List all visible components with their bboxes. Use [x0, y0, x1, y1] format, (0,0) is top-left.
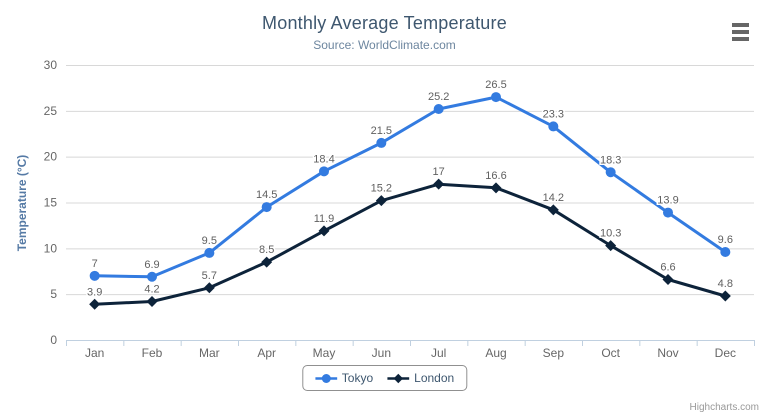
data-point-london[interactable] — [261, 256, 273, 268]
data-point-tokyo[interactable] — [491, 92, 501, 103]
data-label: 18.4 — [313, 153, 334, 165]
data-point-tokyo[interactable] — [376, 137, 387, 148]
data-point-london[interactable] — [146, 296, 158, 307]
data-point-london[interactable] — [662, 274, 674, 285]
data-label: 6.9 — [144, 259, 159, 271]
data-label: 14.5 — [256, 189, 277, 201]
y-axis-tick-label: 5 — [50, 287, 57, 301]
data-label: 9.5 — [202, 235, 217, 247]
data-point-london[interactable] — [89, 298, 101, 310]
x-axis-label: Dec — [715, 346, 736, 360]
data-label: 15.2 — [371, 183, 392, 195]
x-axis-label: Sep — [543, 346, 565, 360]
x-axis-label: Mar — [199, 346, 220, 360]
y-axis-tick-label: 20 — [44, 150, 58, 164]
hamburger-icon — [732, 37, 749, 41]
data-label: 23.3 — [543, 108, 564, 120]
data-point-london[interactable] — [490, 182, 502, 194]
x-axis-label: Aug — [485, 346, 506, 360]
y-axis-title: Temperature (°C) — [15, 155, 29, 252]
data-point-tokyo[interactable] — [433, 104, 444, 114]
data-label: 4.8 — [718, 278, 733, 290]
series-line-tokyo — [93, 95, 727, 279]
data-point-london[interactable] — [547, 204, 559, 216]
data-point-london[interactable] — [719, 290, 731, 302]
legend-item-london[interactable]: London — [387, 371, 454, 385]
y-axis-tick-label: 0 — [50, 333, 57, 347]
data-point-london[interactable] — [375, 195, 387, 207]
data-point-tokyo[interactable] — [261, 202, 272, 213]
data-point-tokyo[interactable] — [548, 121, 559, 132]
data-label: 3.9 — [87, 286, 102, 298]
data-label: 10.3 — [600, 228, 621, 240]
legend-label: London — [414, 371, 455, 385]
x-axis-label: Jun — [372, 346, 391, 360]
x-axis-label: Nov — [657, 346, 678, 360]
data-point-london[interactable] — [318, 225, 330, 237]
data-label: 14.2 — [543, 192, 564, 204]
data-label: 9.6 — [718, 234, 733, 246]
x-axis-label: May — [313, 346, 336, 360]
y-axis-tick-label: 10 — [44, 241, 58, 255]
circle-marker-icon — [314, 373, 337, 383]
data-point-tokyo[interactable] — [605, 167, 616, 178]
x-axis-label: Jul — [431, 346, 446, 360]
context-menu-button[interactable] — [730, 21, 751, 43]
data-point-london[interactable] — [203, 282, 215, 294]
credits-link[interactable]: Highcharts.com — [689, 402, 759, 413]
data-label: 5.7 — [202, 270, 217, 282]
data-point-tokyo[interactable] — [319, 166, 329, 177]
data-label: 11.9 — [314, 213, 335, 225]
legend-item-tokyo[interactable]: Tokyo — [314, 371, 374, 385]
data-label: 16.6 — [485, 170, 506, 182]
data-label: 7 — [92, 258, 98, 270]
data-label: 26.5 — [485, 79, 506, 91]
data-point-tokyo[interactable] — [89, 270, 100, 281]
data-label: 8.5 — [259, 244, 274, 256]
data-point-tokyo[interactable] — [204, 247, 215, 258]
hamburger-icon — [732, 23, 749, 27]
data-point-tokyo[interactable] — [147, 271, 157, 282]
legend-label: Tokyo — [341, 371, 374, 385]
data-label: 13.9 — [657, 195, 678, 207]
series-line-london — [93, 182, 727, 306]
diamond-marker-icon — [387, 373, 410, 383]
hamburger-icon — [732, 30, 749, 34]
data-label: 17 — [433, 166, 445, 178]
legend: Tokyo London — [301, 365, 468, 391]
data-label: 4.2 — [144, 284, 159, 296]
y-axis-tick-label: 25 — [44, 104, 58, 118]
y-axis-tick-label: 15 — [44, 196, 58, 210]
y-axis-tick-label: 30 — [44, 58, 58, 72]
data-point-tokyo[interactable] — [663, 207, 673, 218]
data-label: 18.3 — [600, 154, 621, 166]
data-label: 21.5 — [371, 125, 392, 137]
x-axis-label: Jan — [85, 346, 104, 360]
data-point-london[interactable] — [605, 240, 617, 252]
data-label: 6.6 — [660, 262, 675, 274]
data-point-london[interactable] — [433, 178, 445, 190]
x-axis-label: Oct — [601, 346, 620, 360]
chart-subtitle: Source: WorldClimate.com — [313, 38, 456, 52]
chart-title: Monthly Average Temperature — [262, 13, 507, 33]
x-axis-label: Feb — [142, 346, 163, 360]
data-label: 25.2 — [428, 91, 449, 103]
x-axis-label: Apr — [257, 346, 276, 360]
data-point-tokyo[interactable] — [720, 247, 731, 257]
